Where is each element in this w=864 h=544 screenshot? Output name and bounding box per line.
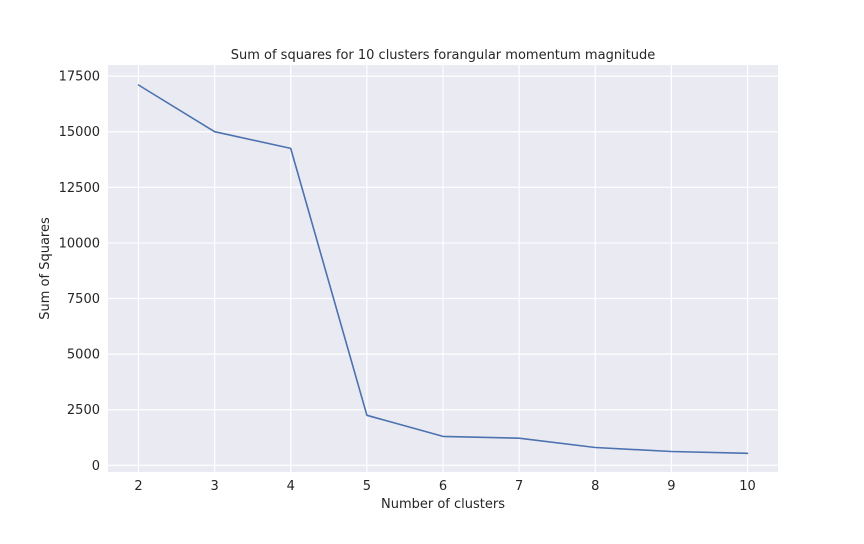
x-tick-label: 3 [210,479,218,494]
x-tick-label: 10 [739,479,756,494]
y-axis-title: Sum of Squares [38,217,53,320]
y-tick-label: 5000 [67,348,100,363]
y-tick-label: 7500 [67,292,100,307]
y-tick-label: 17500 [59,70,100,85]
x-tick-label: 9 [667,479,675,494]
x-tick-label: 8 [591,479,599,494]
y-tick-label: 15000 [59,125,100,140]
y-tick-label: 10000 [59,236,100,251]
x-tick-label: 5 [363,479,371,494]
x-tick-label: 4 [287,479,295,494]
y-tick-label: 2500 [67,403,100,418]
series-line-0 [137,84,749,455]
tick-labels: 2 3 4 5 6 7 8 9 10 0 2500 5000 7500 10000 12500 15000 17… [59,70,756,494]
y-tick-label: 0 [92,459,100,474]
chart-title: Sum of squares for 10 clusters forangula… [231,48,656,63]
x-tick-label: 7 [515,479,523,494]
grid-lines [108,65,778,472]
x-tick-label: 6 [439,479,447,494]
y-tick-label: 12500 [59,181,100,196]
x-axis-title: Number of clusters [381,497,505,512]
series-layer [137,84,749,455]
x-tick-label: 2 [134,479,142,494]
